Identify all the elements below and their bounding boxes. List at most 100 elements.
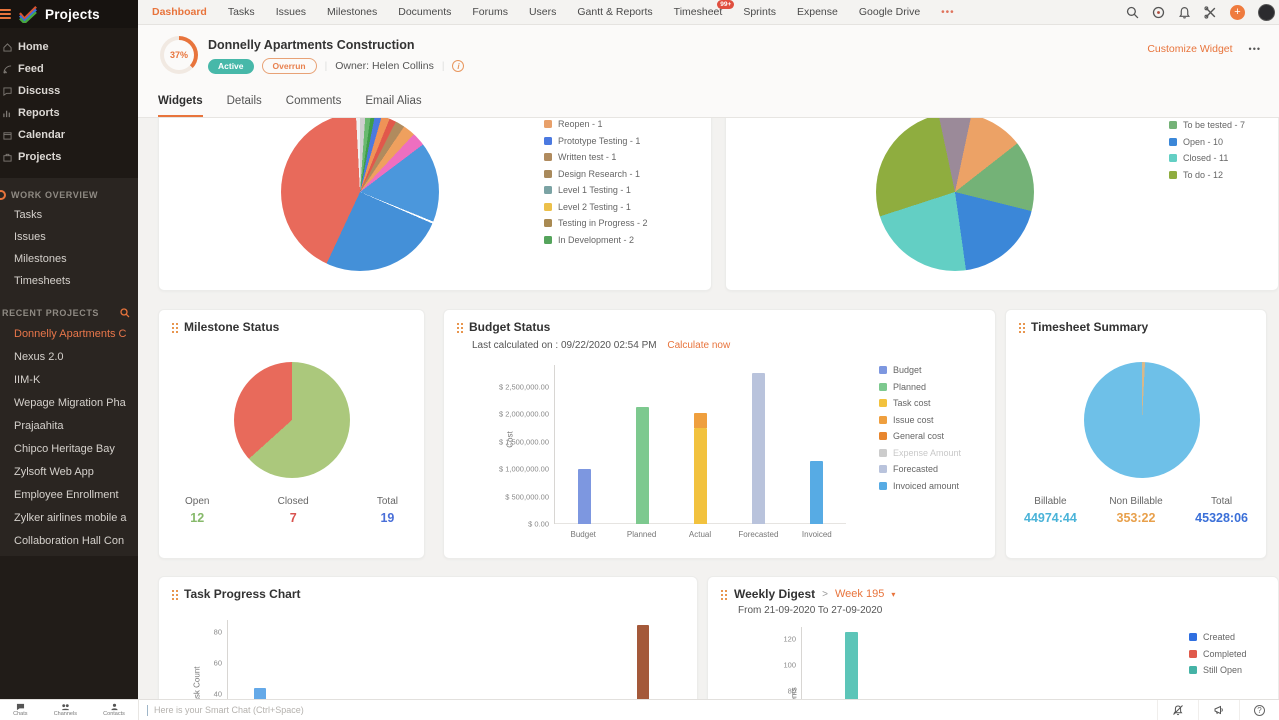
project-item[interactable]: Chipco Heritage Bay (14, 442, 115, 455)
work-overview-header: WORK OVERVIEW (0, 186, 138, 204)
sidebar-item-discuss[interactable]: Discuss (0, 80, 138, 102)
nav-timesheet[interactable]: Timesheet 99+ (674, 0, 735, 18)
sidebar-item-reports[interactable]: Reports (0, 102, 138, 124)
tab-email-alias[interactable]: Email Alias (365, 95, 422, 107)
sidebar: Projects Home Feed Discuss Reports Calen… (0, 0, 138, 700)
legend-swatch (544, 153, 552, 161)
smart-chat-bar: Chats Channels Contacts Here is your Sma… (0, 699, 1279, 720)
tab-widgets[interactable]: Widgets (158, 95, 203, 117)
briefcase-icon (3, 153, 12, 162)
legend-item: To be tested - 7 (1169, 120, 1245, 130)
calculate-now-link[interactable]: Calculate now (667, 340, 731, 351)
channels-button[interactable]: Channels (54, 703, 77, 717)
contacts-button[interactable]: Contacts (103, 703, 125, 717)
legend-item: Invoiced amount (879, 481, 961, 491)
legend-swatch (1169, 121, 1177, 129)
week-selector[interactable]: Week 195 (835, 588, 885, 600)
bar-forecasted (752, 365, 766, 524)
stat-closed: Closed 7 (277, 496, 309, 525)
legend-item: Budget (879, 365, 961, 375)
project-item[interactable]: Wepage Migration Pha (14, 396, 126, 409)
timer-icon[interactable] (1152, 6, 1165, 19)
help-button[interactable]: ? (1239, 700, 1279, 720)
widget-title: Timesheet Summary (1031, 320, 1149, 334)
nav-users[interactable]: Users (528, 6, 557, 18)
nav-more-button[interactable]: ••• (941, 6, 955, 18)
drag-handle-icon[interactable] (171, 321, 178, 333)
project-item[interactable]: Employee Enrollment (14, 488, 119, 501)
header-more-button[interactable]: ••• (1248, 44, 1261, 54)
project-item[interactable]: Zylsoft Web App (14, 465, 94, 478)
tab-details[interactable]: Details (226, 95, 262, 107)
nav-tasks[interactable]: Tasks (227, 6, 255, 18)
status-badge-active: Active (208, 58, 254, 74)
widget-title: Task Progress Chart (184, 587, 301, 601)
feed-icon (3, 64, 12, 74)
project-item[interactable]: Zylker airlines mobile a (14, 511, 127, 524)
legend-swatch (879, 366, 887, 374)
nav-google-drive[interactable]: Google Drive (858, 6, 921, 18)
sidebar-item-projects[interactable]: Projects (0, 146, 138, 168)
sidebar-item-calendar[interactable]: Calendar (0, 124, 138, 146)
nav-forums[interactable]: Forums (472, 6, 508, 18)
nav-issues[interactable]: Issues (275, 6, 307, 18)
nav-sprints[interactable]: Sprints (743, 6, 776, 18)
drag-handle-icon[interactable] (1018, 321, 1025, 333)
drag-handle-icon[interactable] (171, 588, 178, 600)
projects-logo-icon (19, 5, 37, 23)
nav-milestones[interactable]: Milestones (327, 6, 378, 18)
sidebar-item-feed[interactable]: Feed (0, 58, 138, 80)
budget-last-calculated: Last calculated on : 09/22/2020 02:54 PM… (472, 340, 731, 351)
legend-swatch (1169, 137, 1177, 146)
sidebar-item-issues[interactable]: Issues (14, 231, 46, 243)
nav-expense[interactable]: Expense (797, 6, 838, 18)
drag-handle-icon[interactable] (720, 588, 727, 600)
info-icon[interactable]: i (452, 60, 465, 72)
legend-item: Open - 10 (1169, 137, 1245, 147)
widget-title: Milestone Status (184, 320, 280, 334)
add-new-button[interactable]: + (1230, 5, 1245, 20)
stat-billable: Billable 44974:44 (1024, 496, 1077, 525)
sidebar-item-tasks[interactable]: Tasks (14, 209, 43, 221)
legend-swatch (544, 136, 552, 145)
hamburger-menu-icon[interactable] (0, 9, 11, 19)
bar-actual (693, 365, 707, 524)
project-item[interactable]: Collaboration Hall Con (14, 534, 125, 547)
project-item[interactable]: Prajaahita (14, 419, 64, 432)
chat-apps: Chats Channels Contacts (0, 700, 138, 720)
search-icon[interactable] (120, 308, 130, 318)
question-icon: ? (1254, 704, 1265, 716)
user-avatar[interactable] (1258, 4, 1275, 21)
widget-title: Weekly Digest (734, 587, 816, 601)
project-item-donnelly[interactable]: Donnelly Apartments C (14, 327, 127, 340)
chats-button[interactable]: Chats (13, 703, 27, 717)
bar-still-open (845, 627, 858, 700)
nav-dashboard[interactable]: Dashboard (152, 6, 207, 18)
legend-item: Level 2 Testing - 1 (544, 202, 648, 212)
legend-item-disabled[interactable]: Expense Amount (879, 448, 961, 458)
sidebar-item-home[interactable]: Home (0, 36, 138, 58)
nav-documents[interactable]: Documents (398, 6, 452, 18)
sidebar-item-milestones[interactable]: Milestones (14, 253, 67, 265)
home-icon (3, 42, 12, 52)
notifications-bell-icon[interactable] (1178, 6, 1191, 19)
smart-chat-input[interactable]: Here is your Smart Chat (Ctrl+Space) (138, 700, 1157, 720)
tab-comments[interactable]: Comments (285, 95, 342, 107)
project-item[interactable]: Nexus 2.0 (14, 350, 64, 363)
search-icon[interactable] (1126, 6, 1139, 19)
legend-item: To do - 12 (1169, 170, 1245, 180)
project-item[interactable]: IIM-K (14, 373, 41, 386)
legend-item: Design Research - 1 (544, 169, 648, 179)
tools-icon[interactable] (1204, 6, 1217, 19)
nav-gantt-reports[interactable]: Gantt & Reports (577, 6, 653, 18)
budget-legend: Budget Planned Task cost Issue cost Gene… (879, 365, 961, 491)
sidebar-item-timesheets[interactable]: Timesheets (14, 275, 71, 287)
drag-handle-icon[interactable] (456, 321, 463, 333)
bell-slash-icon (1173, 705, 1183, 716)
announcements-button[interactable] (1198, 700, 1239, 720)
mute-notifications-button[interactable] (1157, 700, 1198, 720)
issue-status-legend: To be tested - 7 Open - 10 Closed - 11 T… (1169, 120, 1245, 180)
customize-widget-link[interactable]: Customize Widget (1147, 43, 1233, 55)
chevron-down-icon[interactable]: ▾ (891, 589, 896, 599)
stat-open: Open 12 (185, 496, 210, 525)
